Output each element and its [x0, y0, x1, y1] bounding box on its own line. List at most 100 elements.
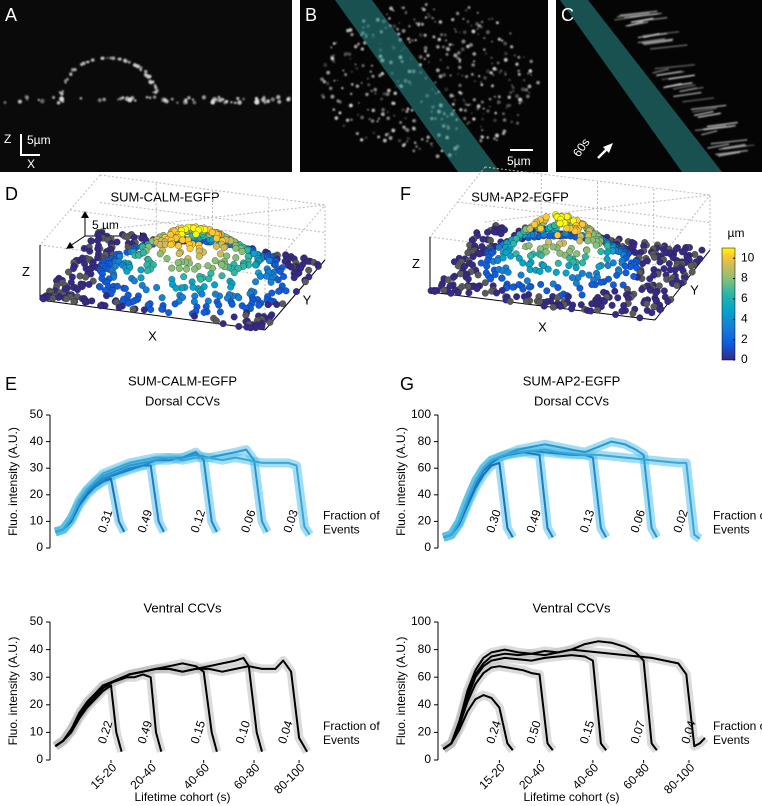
y-tick-label: 40 — [418, 697, 432, 711]
spot — [366, 77, 369, 80]
fraction-label: 0.31 — [95, 508, 116, 535]
y-tick-label: 10 — [30, 725, 44, 739]
point — [191, 312, 198, 320]
fraction-label: 0.06 — [628, 508, 649, 535]
point — [290, 274, 298, 282]
scale-label: 5µm — [27, 133, 51, 147]
chart-subtitle: Ventral CCVs — [532, 600, 611, 615]
point — [262, 272, 270, 280]
point — [579, 259, 586, 267]
spot — [406, 37, 411, 41]
spot — [493, 118, 497, 123]
spot — [359, 138, 364, 142]
spot — [452, 43, 454, 46]
fraction-label: 0.13 — [577, 508, 598, 535]
point — [537, 251, 545, 259]
spot — [462, 98, 465, 101]
spot — [468, 103, 471, 106]
point — [477, 259, 485, 267]
point — [195, 252, 203, 260]
spot — [483, 76, 487, 80]
point — [549, 303, 557, 311]
streak — [624, 12, 658, 19]
spot — [503, 51, 508, 56]
line — [54, 448, 269, 533]
spot — [360, 115, 364, 120]
note: Events — [713, 733, 750, 747]
x-tick-label: 60-80 — [231, 760, 263, 792]
streak — [710, 139, 748, 145]
spot — [527, 84, 532, 89]
point — [481, 289, 489, 297]
spot — [438, 74, 443, 79]
x-tick-label: 20-40 — [127, 760, 159, 792]
spot — [435, 68, 440, 73]
spot — [495, 21, 499, 25]
spot — [428, 61, 430, 63]
spot — [485, 30, 490, 35]
point — [650, 303, 658, 311]
spot — [192, 100, 197, 105]
point — [97, 302, 105, 310]
point — [612, 311, 620, 318]
y-tick-label: 20 — [418, 514, 432, 528]
spot — [464, 9, 468, 12]
scatter-title: SUM-AP2-EGFP — [471, 189, 569, 204]
scatter-title: SUM-CALM-EGFP — [110, 189, 219, 204]
point — [234, 264, 242, 272]
point — [650, 253, 658, 261]
spot — [477, 33, 480, 35]
point — [526, 283, 533, 291]
spot — [393, 91, 398, 96]
point — [664, 298, 672, 306]
spot — [499, 69, 503, 72]
spot — [446, 66, 449, 69]
spot — [151, 80, 155, 83]
plane — [560, 0, 722, 172]
spot — [70, 67, 75, 72]
spot — [60, 96, 64, 100]
spot — [484, 52, 488, 55]
spot — [52, 96, 56, 99]
spot — [370, 119, 375, 123]
point — [465, 289, 473, 297]
spot — [404, 117, 407, 120]
spot — [355, 66, 359, 70]
spot — [336, 79, 339, 82]
point — [62, 295, 70, 303]
spot — [102, 97, 106, 102]
spot — [463, 100, 466, 103]
spot — [261, 97, 266, 103]
point — [497, 230, 505, 238]
spot — [367, 83, 371, 87]
spot — [414, 141, 417, 144]
spot — [385, 13, 388, 16]
spot — [444, 39, 448, 42]
point — [65, 268, 72, 276]
streak — [637, 37, 666, 44]
point — [553, 294, 561, 302]
spot — [64, 81, 67, 84]
spot — [350, 103, 352, 106]
point — [167, 241, 175, 249]
spot — [413, 18, 416, 21]
point — [562, 269, 570, 277]
y-tick-label: 10 — [30, 514, 44, 528]
point — [525, 242, 533, 250]
spot — [445, 46, 450, 51]
spot — [221, 98, 225, 101]
point — [630, 272, 638, 280]
spot — [431, 17, 434, 20]
point — [287, 263, 295, 271]
spot — [489, 71, 493, 75]
spot — [380, 97, 383, 101]
spot — [495, 133, 499, 138]
spot — [402, 6, 405, 10]
point — [493, 289, 500, 297]
streak — [641, 38, 674, 45]
y-tick-label: 30 — [30, 460, 44, 474]
point — [688, 268, 696, 276]
arrow-head — [603, 143, 613, 153]
point — [447, 289, 455, 297]
spot — [276, 95, 281, 100]
